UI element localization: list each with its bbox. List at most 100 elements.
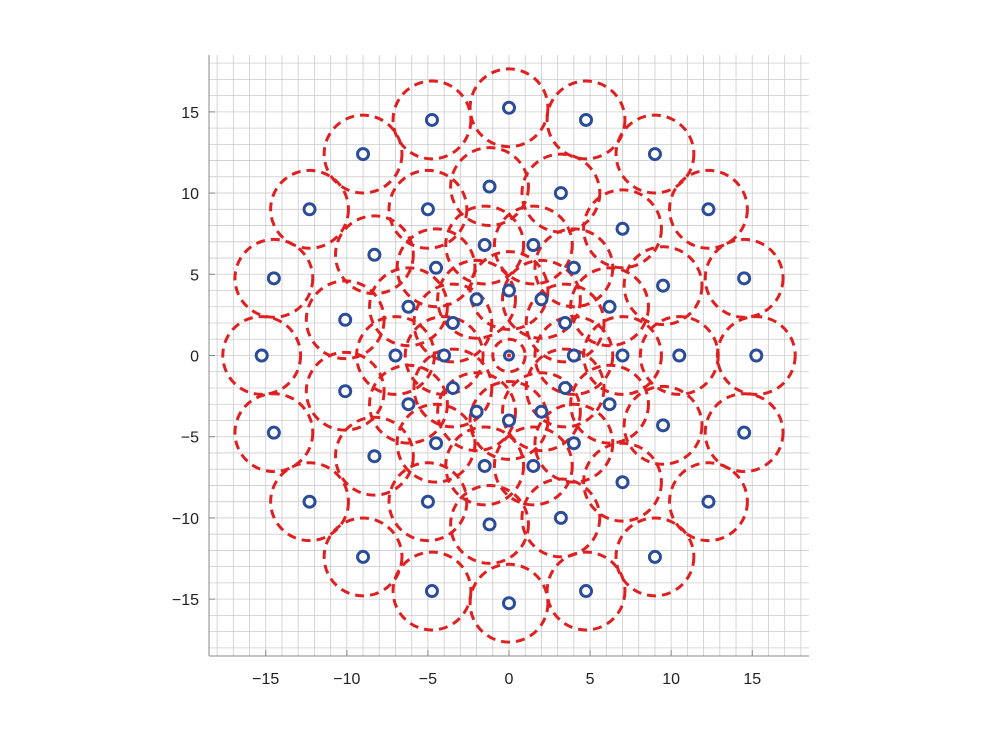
sensor-marker (338, 312, 353, 327)
sensor-marker (615, 475, 630, 490)
sensor-marker (266, 271, 281, 286)
coverage-circle (468, 250, 550, 331)
sensor-marker (526, 238, 541, 253)
coverage-circle (492, 204, 574, 286)
coverage-circle (403, 315, 485, 396)
sensor-marker (558, 316, 573, 331)
sensor-marker (579, 584, 594, 599)
y-tick-label: 5 (190, 267, 199, 284)
sensor-marker (469, 292, 484, 307)
sensor-marker (482, 179, 497, 194)
sensor-markers (254, 100, 764, 611)
coverage-circle (269, 168, 350, 250)
sensor-marker (356, 147, 371, 162)
coverage-circle (614, 516, 696, 598)
axes (208, 55, 809, 657)
coverage-circle (668, 461, 749, 543)
coverage-circle (436, 258, 517, 340)
sensor-marker (424, 112, 439, 127)
coverage-circle (545, 79, 627, 161)
sensor-marker (579, 112, 594, 127)
y-tick-label: 15 (181, 105, 199, 122)
coverage-circle (703, 237, 785, 319)
sensor-marker (656, 418, 671, 433)
sensor-marker (656, 278, 671, 293)
sensor-marker (553, 186, 568, 201)
x-tick-label: −15 (252, 671, 279, 688)
coverage-circle (492, 425, 574, 507)
coverage-circle (233, 392, 315, 474)
coverage-circle (444, 204, 526, 286)
sensor-marker (420, 202, 435, 217)
coverage-circle (520, 152, 602, 234)
coverage-circle (387, 461, 469, 543)
sensor-marker (566, 348, 581, 363)
coverage-circle (387, 168, 469, 250)
coverage-circle (582, 188, 663, 270)
coverage-circle (468, 380, 550, 461)
sensor-marker (737, 271, 752, 286)
sensor-marker (502, 413, 516, 428)
coverage-circle (449, 146, 530, 227)
sensor-marker (429, 436, 444, 451)
x-tick-label: 5 (586, 671, 595, 688)
sensor-marker (672, 348, 687, 363)
sensor-marker (401, 299, 416, 314)
coverage-circle (322, 113, 404, 195)
sensor-marker (701, 494, 716, 509)
y-tick-labels: −15 −10 −5 0 5 10 15 (172, 105, 199, 609)
sensor-marker (367, 247, 382, 262)
sensor-marker (615, 221, 630, 236)
coverage-circle (622, 384, 704, 466)
coverage-circle (501, 258, 582, 340)
sensor-marker (558, 380, 573, 395)
coverage-circle (395, 227, 477, 309)
x-tick-label: −10 (333, 671, 360, 688)
coverage-circle (582, 441, 663, 523)
sensor-marker (424, 584, 439, 599)
coverage-circle (668, 168, 749, 250)
sensor-marker (737, 425, 752, 440)
sensor-marker (502, 283, 516, 298)
sensor-marker (477, 238, 492, 253)
sensor-marker (302, 202, 317, 217)
sensor-marker (566, 436, 581, 451)
sensor-marker (477, 458, 492, 473)
sensor-marker (429, 260, 444, 275)
sensor-marker (647, 147, 662, 162)
sensor-marker (502, 596, 516, 611)
y-tick-label: 0 (190, 349, 199, 366)
y-tick-label: −5 (181, 430, 199, 447)
sensor-marker (553, 510, 568, 525)
center-marker-dot (507, 353, 511, 358)
sensor-marker (254, 348, 269, 363)
coverage-circle (569, 363, 650, 445)
coverage-circle (501, 371, 582, 453)
coverage-circle (322, 516, 404, 598)
sensor-marker (356, 549, 371, 564)
coverage-circle (622, 245, 704, 327)
coverage-circle (368, 363, 449, 445)
coverage-circle (412, 347, 494, 429)
sensor-marker (445, 380, 460, 395)
x-tick-label: 0 (505, 671, 514, 688)
coverage-circle (412, 282, 494, 364)
coverage-circle (582, 315, 663, 396)
coverage-circle (436, 371, 517, 453)
sensor-marker (701, 202, 716, 217)
sensor-marker (749, 348, 764, 363)
sensor-marker (445, 316, 460, 331)
coverage-circle (269, 461, 350, 543)
coverage-circle (569, 266, 650, 348)
coverage-circle (395, 402, 477, 484)
x-tick-label: 10 (662, 671, 680, 688)
sensor-marker (437, 348, 452, 363)
sensor-marker (502, 100, 516, 115)
sensor-marker (602, 299, 617, 314)
sensor-marker (367, 449, 382, 464)
sensor-marker (602, 397, 617, 412)
coverage-circle (520, 477, 602, 559)
sensor-marker (647, 549, 662, 564)
sensor-marker (566, 260, 581, 275)
x-tick-label: 15 (743, 671, 761, 688)
